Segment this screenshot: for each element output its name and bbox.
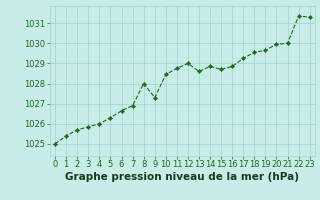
X-axis label: Graphe pression niveau de la mer (hPa): Graphe pression niveau de la mer (hPa) (65, 172, 300, 182)
